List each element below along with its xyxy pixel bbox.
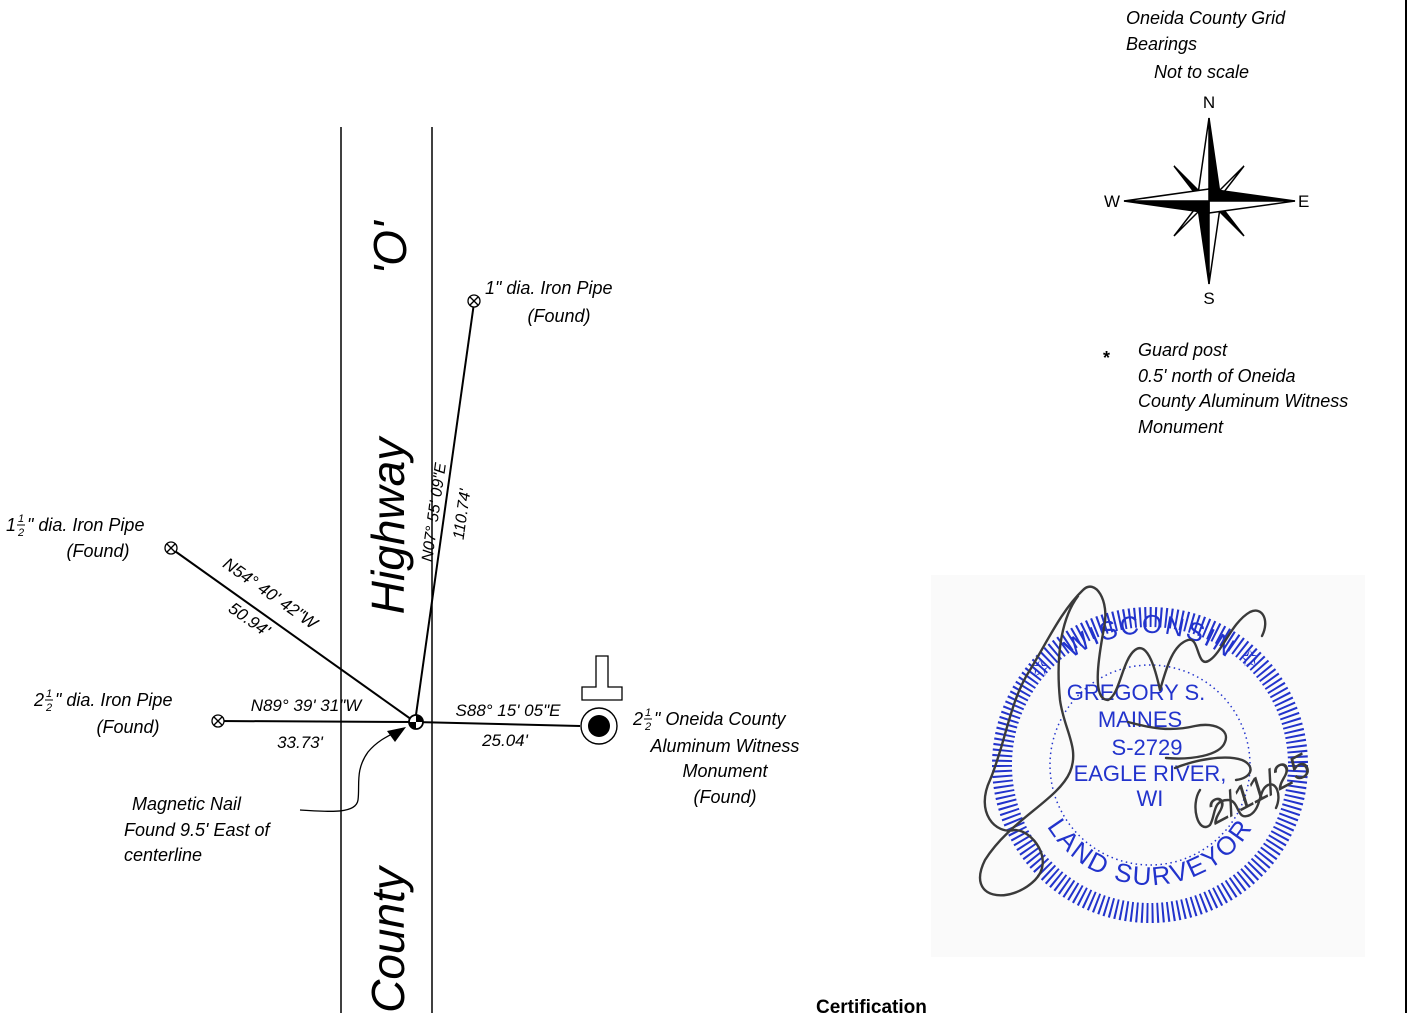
iron-pipe-1in-label: 1" dia. Iron Pipe (485, 278, 612, 298)
surveyor-seal: WISCONSIN LAND SURVEYOR ✩ ✩ GREGORY S. M… (931, 575, 1365, 957)
svg-text:2: 2 (17, 527, 24, 539)
guard-post-line1: Guard post (1138, 340, 1228, 360)
county-highway-o: 'O' Highway County (340, 127, 433, 1013)
certification-heading: Certification (816, 997, 927, 1013)
guard-post-line2: 0.5' north of Oneida (1138, 366, 1296, 386)
nail-leader-arrowhead-icon (387, 727, 406, 742)
witness-monument-label: 2 1 2 " Oneida County (632, 707, 786, 733)
svg-text:" dia. Iron Pipe: " dia. Iron Pipe (27, 515, 144, 535)
road-name-county: County (362, 864, 414, 1013)
svg-text:2: 2 (33, 690, 44, 710)
iron-pipe-1in-icon (467, 294, 481, 308)
road-name-highway: Highway (362, 435, 414, 614)
magnetic-nail-line3: centerline (124, 845, 202, 865)
svg-text:" dia. Iron Pipe: " dia. Iron Pipe (55, 690, 172, 710)
east-label: E (1298, 192, 1309, 211)
iron-pipe-1in-found: (Found) (527, 306, 590, 326)
svg-text:2: 2 (644, 721, 651, 733)
south-label: S (1203, 289, 1214, 308)
grid-bearings-line1: Oneida County Grid (1126, 8, 1286, 28)
survey-lines (171, 302, 581, 727)
seal-star-left-icon: ✩ (1031, 656, 1049, 681)
road-name-o: 'O' (364, 219, 416, 275)
line-to-witness-monument (414, 721, 581, 727)
magnetic-nail-line2: Found 9.5' East of (124, 820, 272, 840)
line-to-2-5in-pipe (217, 720, 416, 723)
line-to-1-5in-pipe (171, 548, 416, 723)
magnetic-nail-line1: Magnetic Nail (132, 794, 242, 814)
east-course-bearing: S88° 15' 05"E (456, 701, 562, 720)
iron-pipe-2-5in-found: (Found) (96, 717, 159, 737)
iron-pipe-2-5in-icon (211, 714, 225, 728)
surveyor-signature (978, 585, 1280, 897)
seal-hatch-ring (992, 607, 1308, 923)
not-to-scale-note: Not to scale (1154, 62, 1249, 82)
seal-state-abbrev: WI (1137, 786, 1164, 811)
seal-city: EAGLE RIVER, (1074, 761, 1227, 786)
witness-monument-line4: (Found) (693, 787, 756, 807)
witness-monument-icon (580, 707, 618, 745)
iron-pipe-1-5in-icon (164, 541, 178, 555)
witness-monument-line3: Monument (682, 761, 768, 781)
svg-text:2: 2 (632, 709, 643, 729)
north-course-distance: 110.74' (451, 487, 475, 541)
west-label: W (1104, 192, 1120, 211)
east-course-distance: 25.04' (481, 731, 529, 750)
witness-monument-line2: Aluminum Witness (650, 736, 800, 756)
grid-bearings-line2: Bearings (1126, 34, 1197, 54)
seal-star-right-icon: ✩ (1241, 646, 1259, 671)
magnetic-nail-icon (408, 714, 424, 730)
line-to-1in-pipe (414, 302, 475, 723)
iron-pipe-2-5in-label: 2 1 2 " dia. Iron Pipe (33, 688, 172, 714)
svg-text:1: 1 (6, 515, 16, 535)
legend: Oneida County Grid Bearings Not to scale… (1103, 8, 1348, 437)
svg-text:1: 1 (18, 513, 24, 525)
guard-post-line4: Monument (1138, 417, 1224, 437)
svg-text:1: 1 (46, 688, 52, 700)
nail-leader-arrow (299, 729, 401, 813)
seal-name-line1: GREGORY S. (1067, 680, 1206, 705)
iron-pipe-1-5in-found: (Found) (66, 541, 129, 561)
north-arrow-icon (1123, 117, 1296, 285)
guard-post-line3: County Aluminum Witness (1138, 391, 1348, 411)
guard-post-star: * (1103, 348, 1110, 368)
iron-pipe-1-5in-label: 1 1 2 " dia. Iron Pipe (6, 513, 144, 539)
guard-post-icon (581, 655, 623, 701)
west-course-bearing: N89° 39' 31"W (251, 696, 364, 715)
svg-text:2: 2 (45, 702, 52, 714)
svg-text:" Oneida County: " Oneida County (654, 709, 786, 729)
north-label: N (1203, 93, 1215, 112)
seal-license: S-2729 (1112, 735, 1183, 760)
west-course-distance: 33.73' (277, 733, 324, 752)
svg-text:1: 1 (645, 707, 651, 719)
